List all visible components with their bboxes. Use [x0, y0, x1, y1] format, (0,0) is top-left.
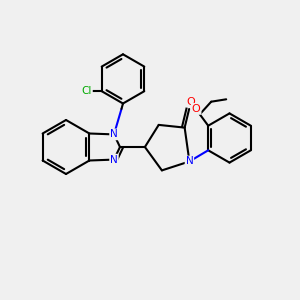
Text: N: N	[185, 157, 193, 166]
Text: N: N	[110, 129, 118, 140]
Text: Cl: Cl	[82, 86, 92, 96]
Text: N: N	[110, 154, 118, 165]
Text: O: O	[186, 97, 195, 106]
Text: O: O	[192, 104, 201, 114]
